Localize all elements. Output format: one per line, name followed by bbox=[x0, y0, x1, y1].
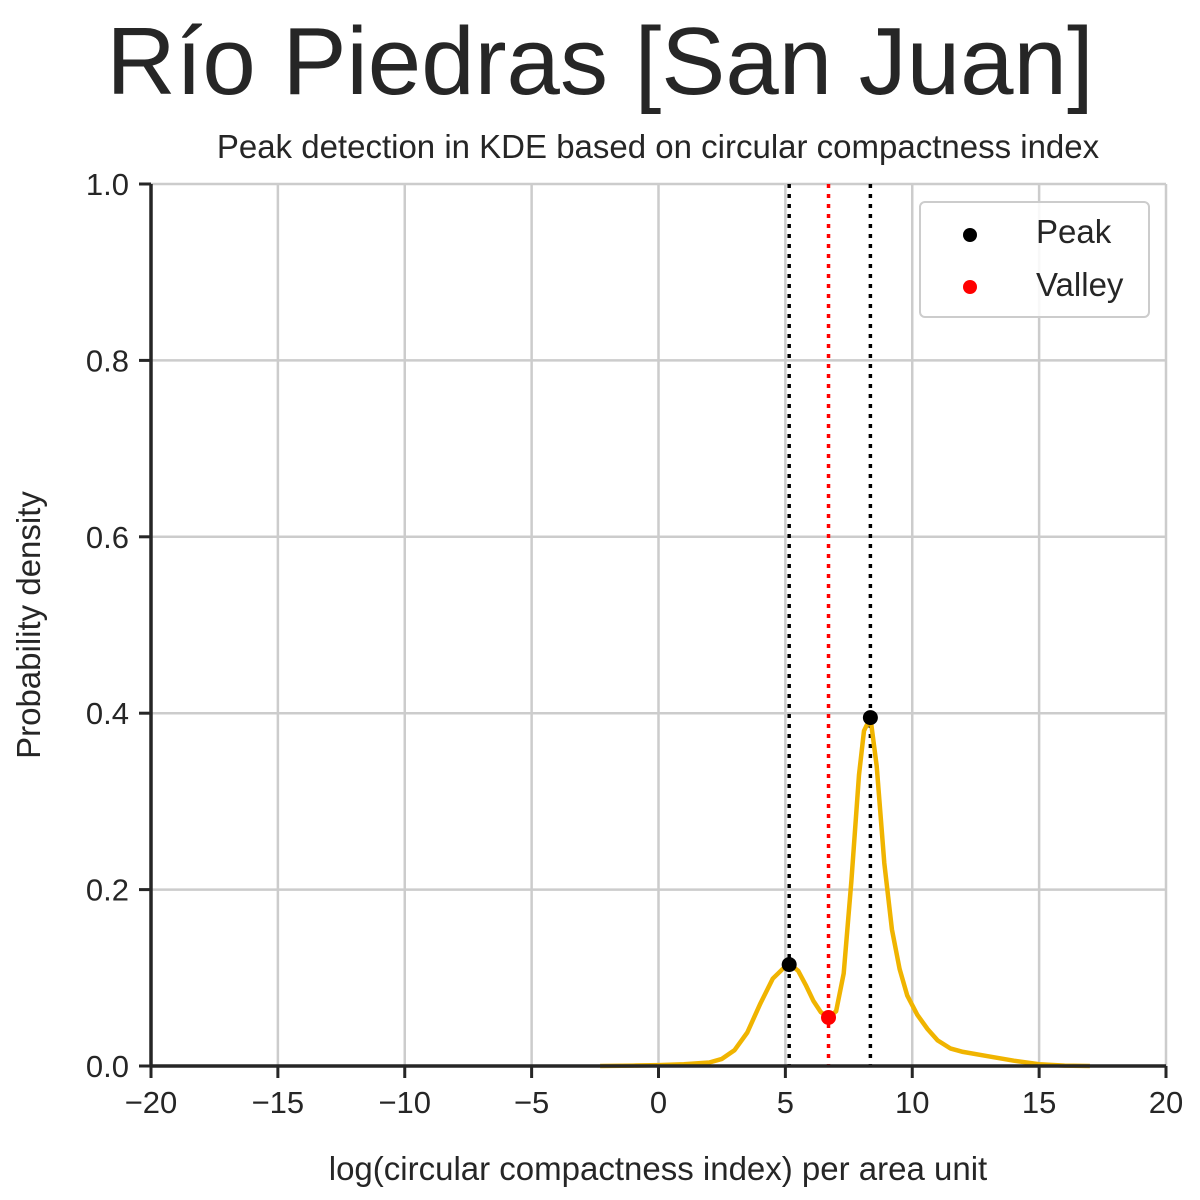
y-tick-label: 0.0 bbox=[86, 1049, 129, 1084]
y-tick-label: 0.8 bbox=[86, 343, 129, 378]
reference-lines bbox=[787, 184, 873, 1066]
x-axis-label: log(circular compactness index) per area… bbox=[329, 1150, 987, 1187]
legend-peak-label: Peak bbox=[1036, 213, 1112, 250]
legend-box bbox=[919, 201, 1150, 318]
x-tick-label: 0 bbox=[650, 1085, 667, 1120]
x-tick-label: 20 bbox=[1149, 1085, 1183, 1120]
x-tick-label: −5 bbox=[514, 1085, 549, 1120]
kde-curve-layer bbox=[600, 715, 1090, 1069]
peak-marker bbox=[781, 957, 797, 973]
valley-marker bbox=[821, 1009, 837, 1025]
y-tick-label: 0.2 bbox=[86, 873, 129, 908]
legend-peak-marker bbox=[963, 228, 977, 242]
y-tick-label: 0.4 bbox=[86, 696, 129, 731]
x-tick-label: 10 bbox=[895, 1085, 929, 1120]
kde-curve bbox=[600, 715, 1090, 1069]
y-tick-label: 1.0 bbox=[86, 167, 129, 202]
legend-valley-label: Valley bbox=[1036, 266, 1124, 303]
chart-subtitle: Peak detection in KDE based on circular … bbox=[217, 128, 1100, 165]
axes bbox=[139, 182, 1168, 1078]
x-tick-label: −10 bbox=[378, 1085, 431, 1120]
x-tick-label: 15 bbox=[1022, 1085, 1056, 1120]
legend: Peak Valley bbox=[919, 201, 1150, 318]
figure-title: Río Piedras [San Juan] bbox=[106, 8, 1094, 115]
x-tick-label: 5 bbox=[777, 1085, 794, 1120]
x-tick-label: −15 bbox=[252, 1085, 305, 1120]
x-tick-label: −20 bbox=[125, 1085, 178, 1120]
legend-valley-marker bbox=[963, 280, 977, 294]
markers bbox=[781, 710, 878, 1025]
y-axis-label: Probability density bbox=[10, 491, 47, 759]
y-tick-label: 0.6 bbox=[86, 520, 129, 555]
peak-marker bbox=[862, 710, 878, 726]
tick-labels: −20 −15 −10 −5 0 5 10 15 20 0.0 0.2 0.4 0.6 0.8 1.0 bbox=[86, 167, 1183, 1120]
